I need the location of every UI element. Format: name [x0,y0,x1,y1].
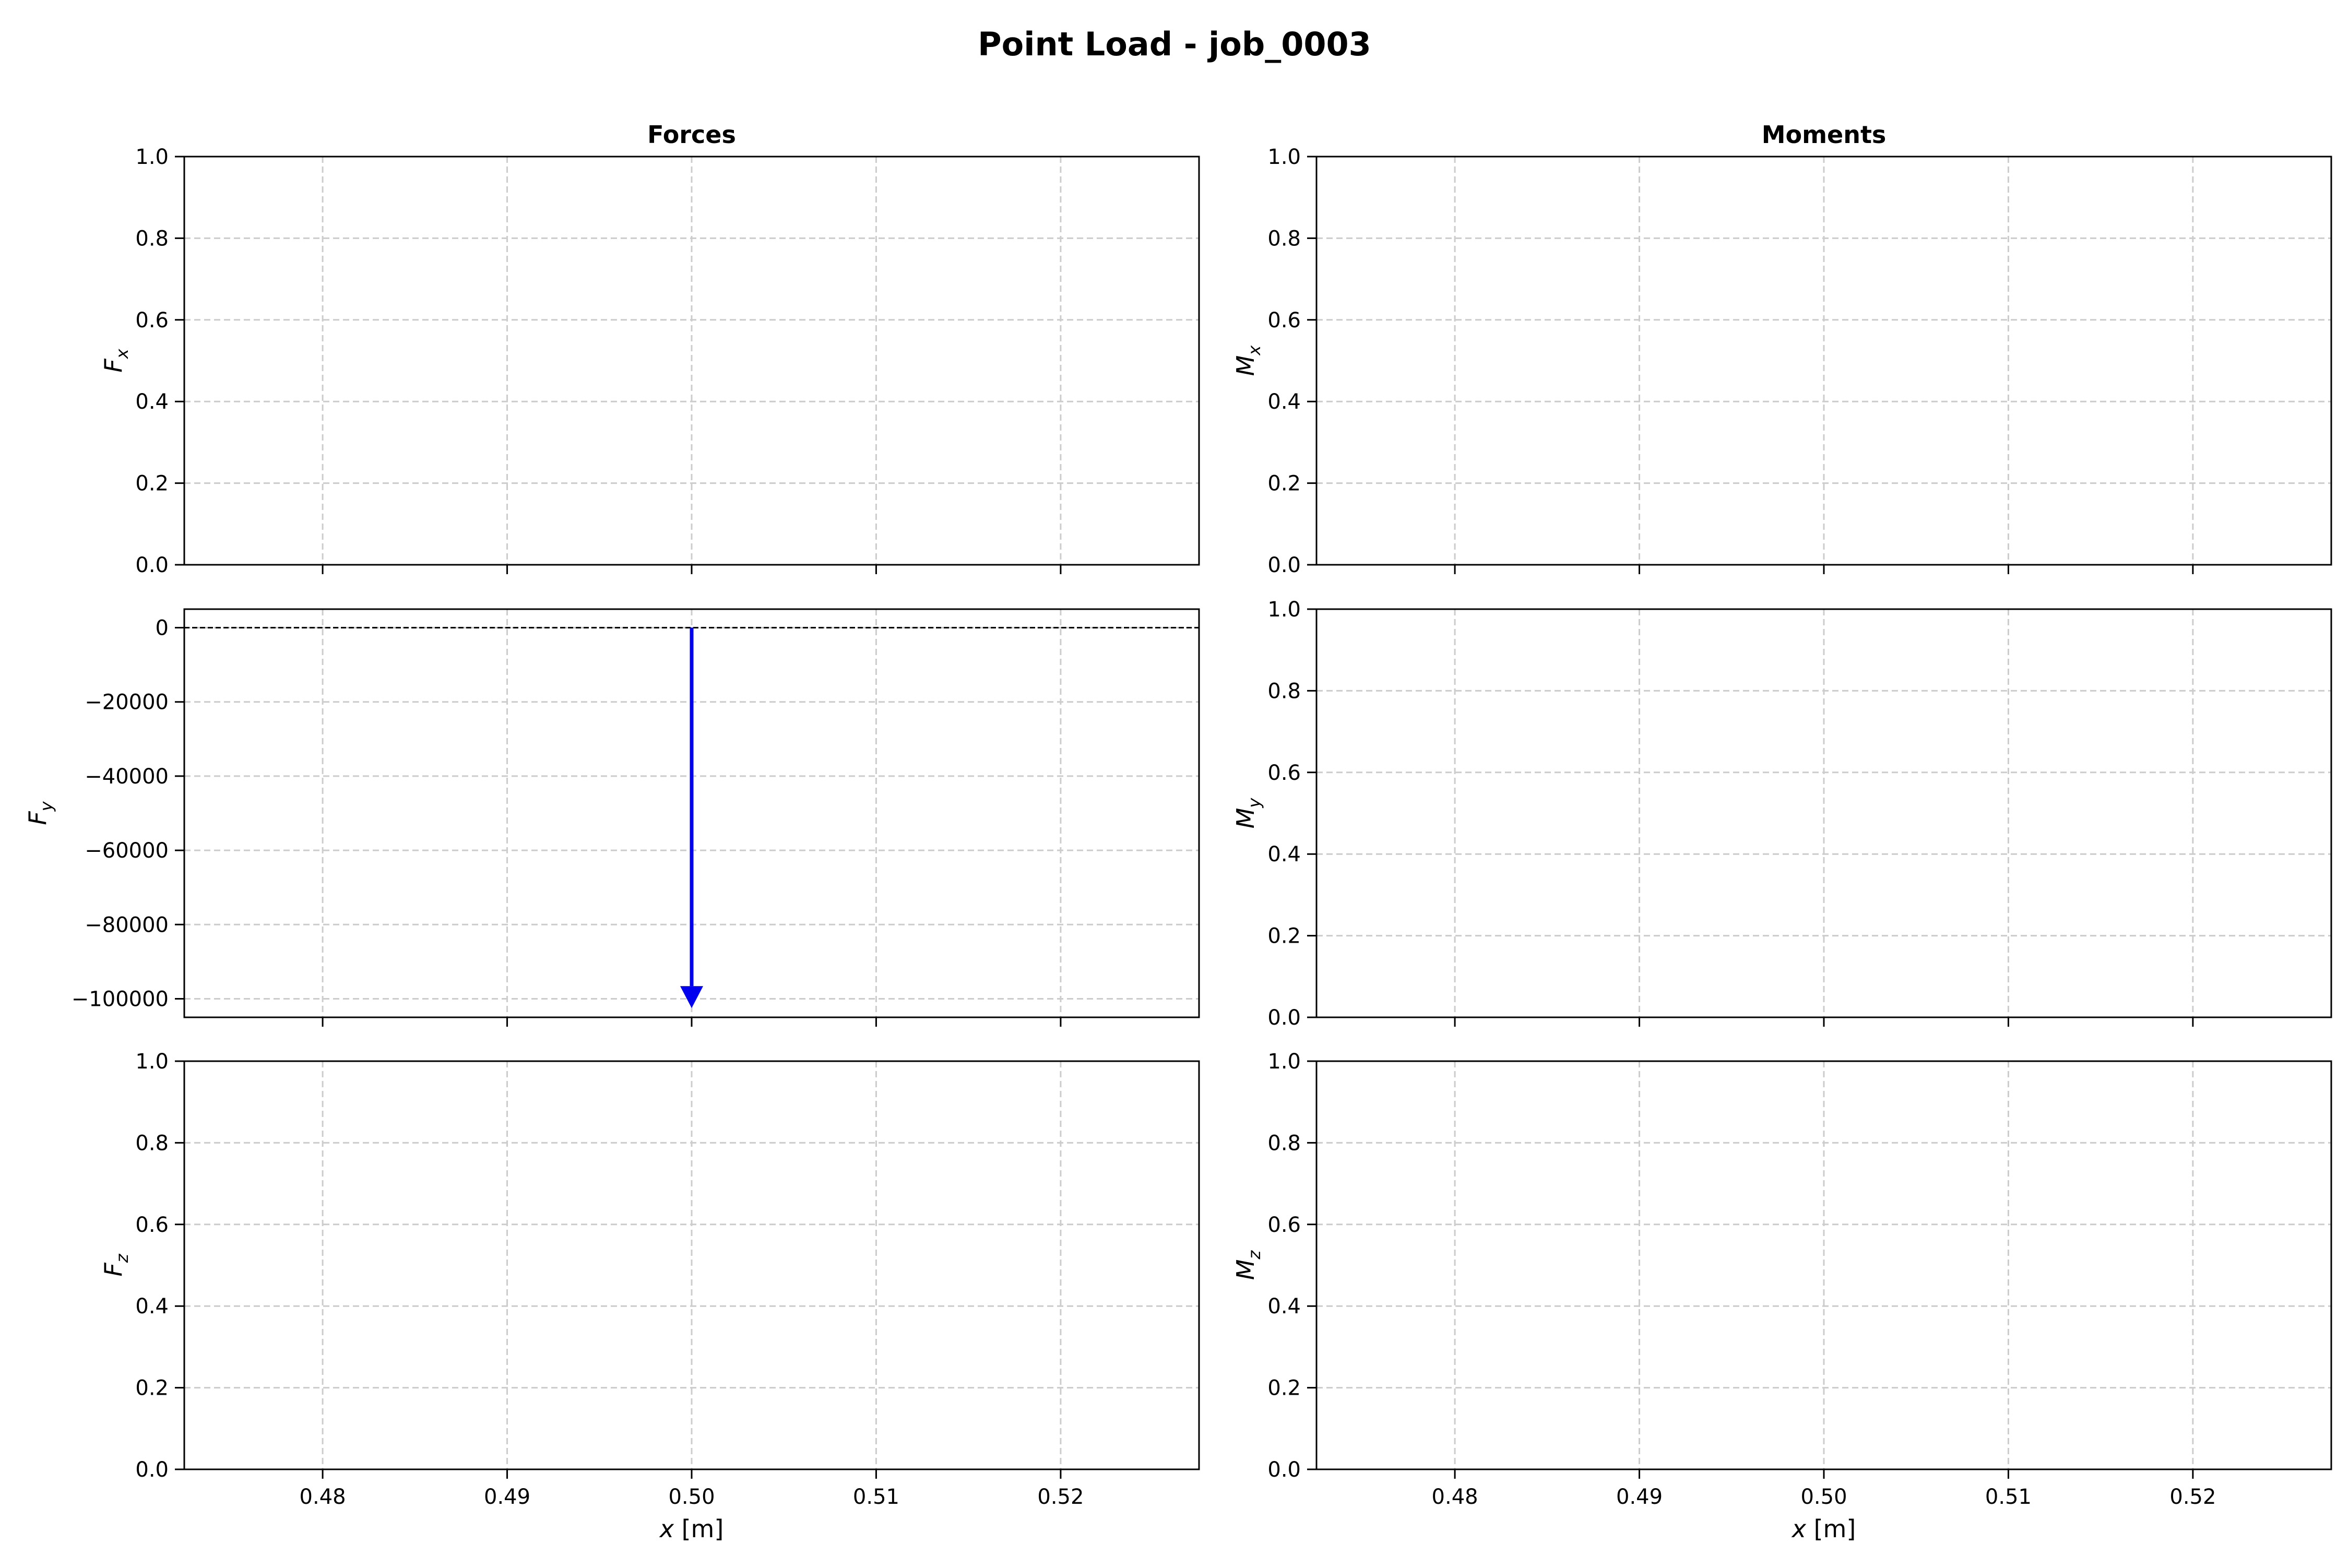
y-tick-label: 0.2 [135,1376,169,1400]
y-tick-label: 1.0 [135,145,169,169]
y-axis-label: Fx [99,348,132,372]
x-tick-label: 0.52 [2169,1485,2216,1509]
x-tick-label: 0.51 [853,1485,899,1509]
subplot-mx: 0.0 0.2 0.4 0.6 0.8 1.0 Mx Moments [1231,121,2332,577]
subplot-title: Forces [647,121,736,149]
y-tick-label: −20000 [85,691,169,715]
y-tick-label: 1.0 [135,1050,169,1074]
y-tick-label: 0.4 [1267,390,1301,414]
y-tick-label: 0.2 [1267,472,1301,496]
figure-title: Point Load - job_0003 [978,25,1371,63]
x-axis-label: x [m] [659,1515,724,1543]
y-tick-label: 0.2 [1267,924,1301,948]
y-tick-label: 0.4 [1267,842,1301,866]
y-tick-label: 1.0 [1267,598,1301,622]
x-tick-label: 0.49 [1616,1485,1663,1509]
y-tick-label: 1.0 [1267,145,1301,169]
y-tick-label: 0.6 [135,308,169,332]
y-tick-label: 0.8 [135,227,169,251]
y-axis-label: My [1231,798,1264,829]
subplot-title: Moments [1762,121,1887,149]
y-tick-label: 0.2 [1267,1376,1301,1400]
y-tick-label: 0.0 [1267,1006,1301,1030]
y-tick-label: 0.4 [135,390,169,414]
subplot-fy: 0 −20000 −40000 −60000 −80000 −100000 Fy [23,608,1200,1027]
y-tick-label: 0.8 [135,1131,169,1155]
y-tick-label: 0.6 [1267,1213,1301,1237]
y-axis-label: Mx [1231,345,1264,376]
x-tick-label: 0.52 [1037,1485,1084,1509]
subplot-fx: 0.0 0.2 0.4 0.6 0.8 1.0 Fx Forces [99,121,1200,577]
y-tick-label: 0.4 [135,1294,169,1318]
y-tick-label: 0 [156,616,169,640]
y-axis-label: Mz [1231,1250,1264,1280]
x-tick-label: 0.50 [668,1485,715,1509]
y-tick-label: 0.6 [135,1213,169,1237]
x-tick-label: 0.50 [1800,1485,1847,1509]
y-tick-label: 0.8 [1267,227,1301,251]
y-tick-label: 1.0 [1267,1050,1301,1074]
x-tick-label: 0.49 [484,1485,530,1509]
y-tick-label: 0.0 [1267,1458,1301,1482]
y-axis-label: Fy [23,801,56,825]
load-arrow-head [680,986,703,1008]
y-axis-label: Fz [99,1253,132,1276]
y-tick-label: −80000 [85,913,169,937]
subplot-fz: 0.48 0.49 0.50 0.51 0.52 0.0 0.2 0.4 0.6 0.8 1.0 Fz… [99,1050,1200,1543]
y-tick-label: 0.8 [1267,1131,1301,1155]
y-tick-label: −40000 [85,765,169,789]
y-tick-label: 0.0 [1267,553,1301,577]
y-tick-label: 0.0 [135,1458,169,1482]
x-tick-label: 0.51 [1985,1485,2032,1509]
y-tick-label: −60000 [85,839,169,863]
subplot-mz: 0.48 0.49 0.50 0.51 0.52 0.0 0.2 0.4 0.6 0.8 1.0 Mz… [1231,1050,2332,1543]
x-axis-label: x [m] [1791,1515,1856,1543]
x-tick-label: 0.48 [300,1485,346,1509]
y-tick-label: 0.0 [135,553,169,577]
y-tick-label: 0.6 [1267,308,1301,332]
y-tick-label: 0.4 [1267,1294,1301,1318]
y-tick-label: 0.8 [1267,679,1301,703]
y-tick-label: 0.2 [135,472,169,496]
subplot-my: 0.0 0.2 0.4 0.6 0.8 1.0 My [1231,598,2332,1030]
y-tick-label: −100000 [72,987,169,1011]
x-tick-label: 0.48 [1432,1485,1478,1509]
y-tick-label: 0.6 [1267,761,1301,785]
